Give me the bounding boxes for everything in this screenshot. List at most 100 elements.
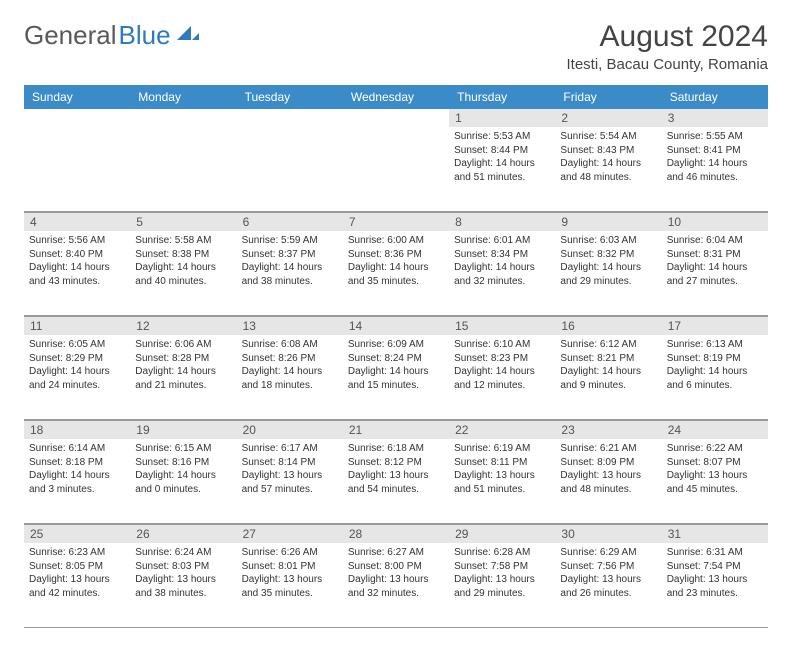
- sunset-text: Sunset: 8:24 PM: [348, 352, 444, 366]
- day-number: 8: [449, 213, 555, 231]
- day-cell: Sunrise: 6:22 AMSunset: 8:07 PMDaylight:…: [662, 439, 768, 523]
- sunset-text: Sunset: 8:12 PM: [348, 456, 444, 470]
- week-row: Sunrise: 5:56 AMSunset: 8:40 PMDaylight:…: [24, 231, 768, 316]
- daylight-text: Daylight: 13 hours and 48 minutes.: [560, 469, 656, 496]
- sunset-text: Sunset: 8:00 PM: [348, 560, 444, 574]
- day-cell: [343, 127, 449, 211]
- week-row: Sunrise: 6:14 AMSunset: 8:18 PMDaylight:…: [24, 439, 768, 524]
- sunrise-text: Sunrise: 6:13 AM: [667, 338, 763, 352]
- sunrise-text: Sunrise: 5:53 AM: [454, 130, 550, 144]
- daylight-text: Daylight: 13 hours and 51 minutes.: [454, 469, 550, 496]
- daylight-text: Daylight: 14 hours and 35 minutes.: [348, 261, 444, 288]
- daylight-text: Daylight: 14 hours and 38 minutes.: [242, 261, 338, 288]
- day-cell: Sunrise: 6:24 AMSunset: 8:03 PMDaylight:…: [130, 543, 236, 627]
- daylight-text: Daylight: 13 hours and 54 minutes.: [348, 469, 444, 496]
- day-cell: Sunrise: 5:55 AMSunset: 8:41 PMDaylight:…: [662, 127, 768, 211]
- day-number: 29: [449, 525, 555, 543]
- daylight-text: Daylight: 13 hours and 42 minutes.: [29, 573, 125, 600]
- daylight-text: Daylight: 14 hours and 0 minutes.: [135, 469, 231, 496]
- logo: GeneralBlue: [24, 20, 203, 51]
- weekday-cell: Wednesday: [343, 85, 449, 109]
- day-number: 14: [343, 317, 449, 335]
- day-number: 18: [24, 421, 130, 439]
- day-cell: Sunrise: 6:17 AMSunset: 8:14 PMDaylight:…: [237, 439, 343, 523]
- weekday-cell: Tuesday: [237, 85, 343, 109]
- sunset-text: Sunset: 8:43 PM: [560, 144, 656, 158]
- day-number: 30: [555, 525, 661, 543]
- day-cell: Sunrise: 5:56 AMSunset: 8:40 PMDaylight:…: [24, 231, 130, 315]
- day-cell: Sunrise: 6:04 AMSunset: 8:31 PMDaylight:…: [662, 231, 768, 315]
- day-number: 26: [130, 525, 236, 543]
- header: GeneralBlue August 2024 Itesti, Bacau Co…: [24, 20, 768, 77]
- day-number: 22: [449, 421, 555, 439]
- sunset-text: Sunset: 8:36 PM: [348, 248, 444, 262]
- day-cell: Sunrise: 5:59 AMSunset: 8:37 PMDaylight:…: [237, 231, 343, 315]
- sunrise-text: Sunrise: 5:59 AM: [242, 234, 338, 248]
- day-number: 5: [130, 213, 236, 231]
- day-cell: Sunrise: 6:29 AMSunset: 7:56 PMDaylight:…: [555, 543, 661, 627]
- daylight-text: Daylight: 13 hours and 23 minutes.: [667, 573, 763, 600]
- daylight-text: Daylight: 14 hours and 9 minutes.: [560, 365, 656, 392]
- sunset-text: Sunset: 8:21 PM: [560, 352, 656, 366]
- daylight-text: Daylight: 14 hours and 27 minutes.: [667, 261, 763, 288]
- sunset-text: Sunset: 8:18 PM: [29, 456, 125, 470]
- sunset-text: Sunset: 8:41 PM: [667, 144, 763, 158]
- daylight-text: Daylight: 13 hours and 26 minutes.: [560, 573, 656, 600]
- day-cell: Sunrise: 6:12 AMSunset: 8:21 PMDaylight:…: [555, 335, 661, 419]
- sunrise-text: Sunrise: 6:19 AM: [454, 442, 550, 456]
- daylight-text: Daylight: 14 hours and 29 minutes.: [560, 261, 656, 288]
- sunrise-text: Sunrise: 6:24 AM: [135, 546, 231, 560]
- day-cell: [237, 127, 343, 211]
- day-cell: Sunrise: 6:21 AMSunset: 8:09 PMDaylight:…: [555, 439, 661, 523]
- sunset-text: Sunset: 8:44 PM: [454, 144, 550, 158]
- day-number: 27: [237, 525, 343, 543]
- sunrise-text: Sunrise: 6:26 AM: [242, 546, 338, 560]
- sunset-text: Sunset: 7:58 PM: [454, 560, 550, 574]
- daylight-text: Daylight: 14 hours and 48 minutes.: [560, 157, 656, 184]
- sunrise-text: Sunrise: 6:01 AM: [454, 234, 550, 248]
- sunrise-text: Sunrise: 6:18 AM: [348, 442, 444, 456]
- sunrise-text: Sunrise: 6:15 AM: [135, 442, 231, 456]
- sunrise-text: Sunrise: 6:06 AM: [135, 338, 231, 352]
- day-number: 28: [343, 525, 449, 543]
- day-cell: Sunrise: 6:05 AMSunset: 8:29 PMDaylight:…: [24, 335, 130, 419]
- day-number: 25: [24, 525, 130, 543]
- sunset-text: Sunset: 8:23 PM: [454, 352, 550, 366]
- day-number: 3: [662, 109, 768, 127]
- day-number-band: 25262728293031: [24, 524, 768, 543]
- sunrise-text: Sunrise: 6:04 AM: [667, 234, 763, 248]
- sunrise-text: Sunrise: 6:23 AM: [29, 546, 125, 560]
- daylight-text: Daylight: 14 hours and 24 minutes.: [29, 365, 125, 392]
- day-cell: Sunrise: 6:14 AMSunset: 8:18 PMDaylight:…: [24, 439, 130, 523]
- sunset-text: Sunset: 8:07 PM: [667, 456, 763, 470]
- day-cell: Sunrise: 6:28 AMSunset: 7:58 PMDaylight:…: [449, 543, 555, 627]
- daylight-text: Daylight: 13 hours and 32 minutes.: [348, 573, 444, 600]
- sunrise-text: Sunrise: 5:54 AM: [560, 130, 656, 144]
- sunrise-text: Sunrise: 6:17 AM: [242, 442, 338, 456]
- day-cell: Sunrise: 6:06 AMSunset: 8:28 PMDaylight:…: [130, 335, 236, 419]
- daylight-text: Daylight: 14 hours and 43 minutes.: [29, 261, 125, 288]
- sunrise-text: Sunrise: 6:31 AM: [667, 546, 763, 560]
- weeks-container: 12 3 Sunrise: 5:53 AMSunset: 8:44 PM Daylig…: [24, 109, 768, 628]
- sunrise-text: Sunrise: 6:05 AM: [29, 338, 125, 352]
- daylight-text: Daylight: 14 hours and 6 minutes.: [667, 365, 763, 392]
- day-cell: Sunrise: 6:00 AMSunset: 8:36 PMDaylight:…: [343, 231, 449, 315]
- weekday-cell: Monday: [130, 85, 236, 109]
- sunrise-text: Sunrise: 6:10 AM: [454, 338, 550, 352]
- sunrise-text: Sunrise: 6:27 AM: [348, 546, 444, 560]
- daylight-text: Daylight: 13 hours and 29 minutes.: [454, 573, 550, 600]
- daylight-text: Daylight: 14 hours and 18 minutes.: [242, 365, 338, 392]
- day-number: 24: [662, 421, 768, 439]
- sunset-text: Sunset: 7:54 PM: [667, 560, 763, 574]
- day-cell: Sunrise: 6:15 AMSunset: 8:16 PMDaylight:…: [130, 439, 236, 523]
- day-number: 1: [449, 109, 555, 127]
- day-number: 12: [130, 317, 236, 335]
- sunrise-text: Sunrise: 6:29 AM: [560, 546, 656, 560]
- daylight-text: Daylight: 13 hours and 57 minutes.: [242, 469, 338, 496]
- logo-text-gray: General: [24, 20, 117, 51]
- sunset-text: Sunset: 8:37 PM: [242, 248, 338, 262]
- sunset-text: Sunset: 8:16 PM: [135, 456, 231, 470]
- daylight-text: Daylight: 14 hours and 46 minutes.: [667, 157, 763, 184]
- sunset-text: Sunset: 8:03 PM: [135, 560, 231, 574]
- day-number: [24, 109, 130, 127]
